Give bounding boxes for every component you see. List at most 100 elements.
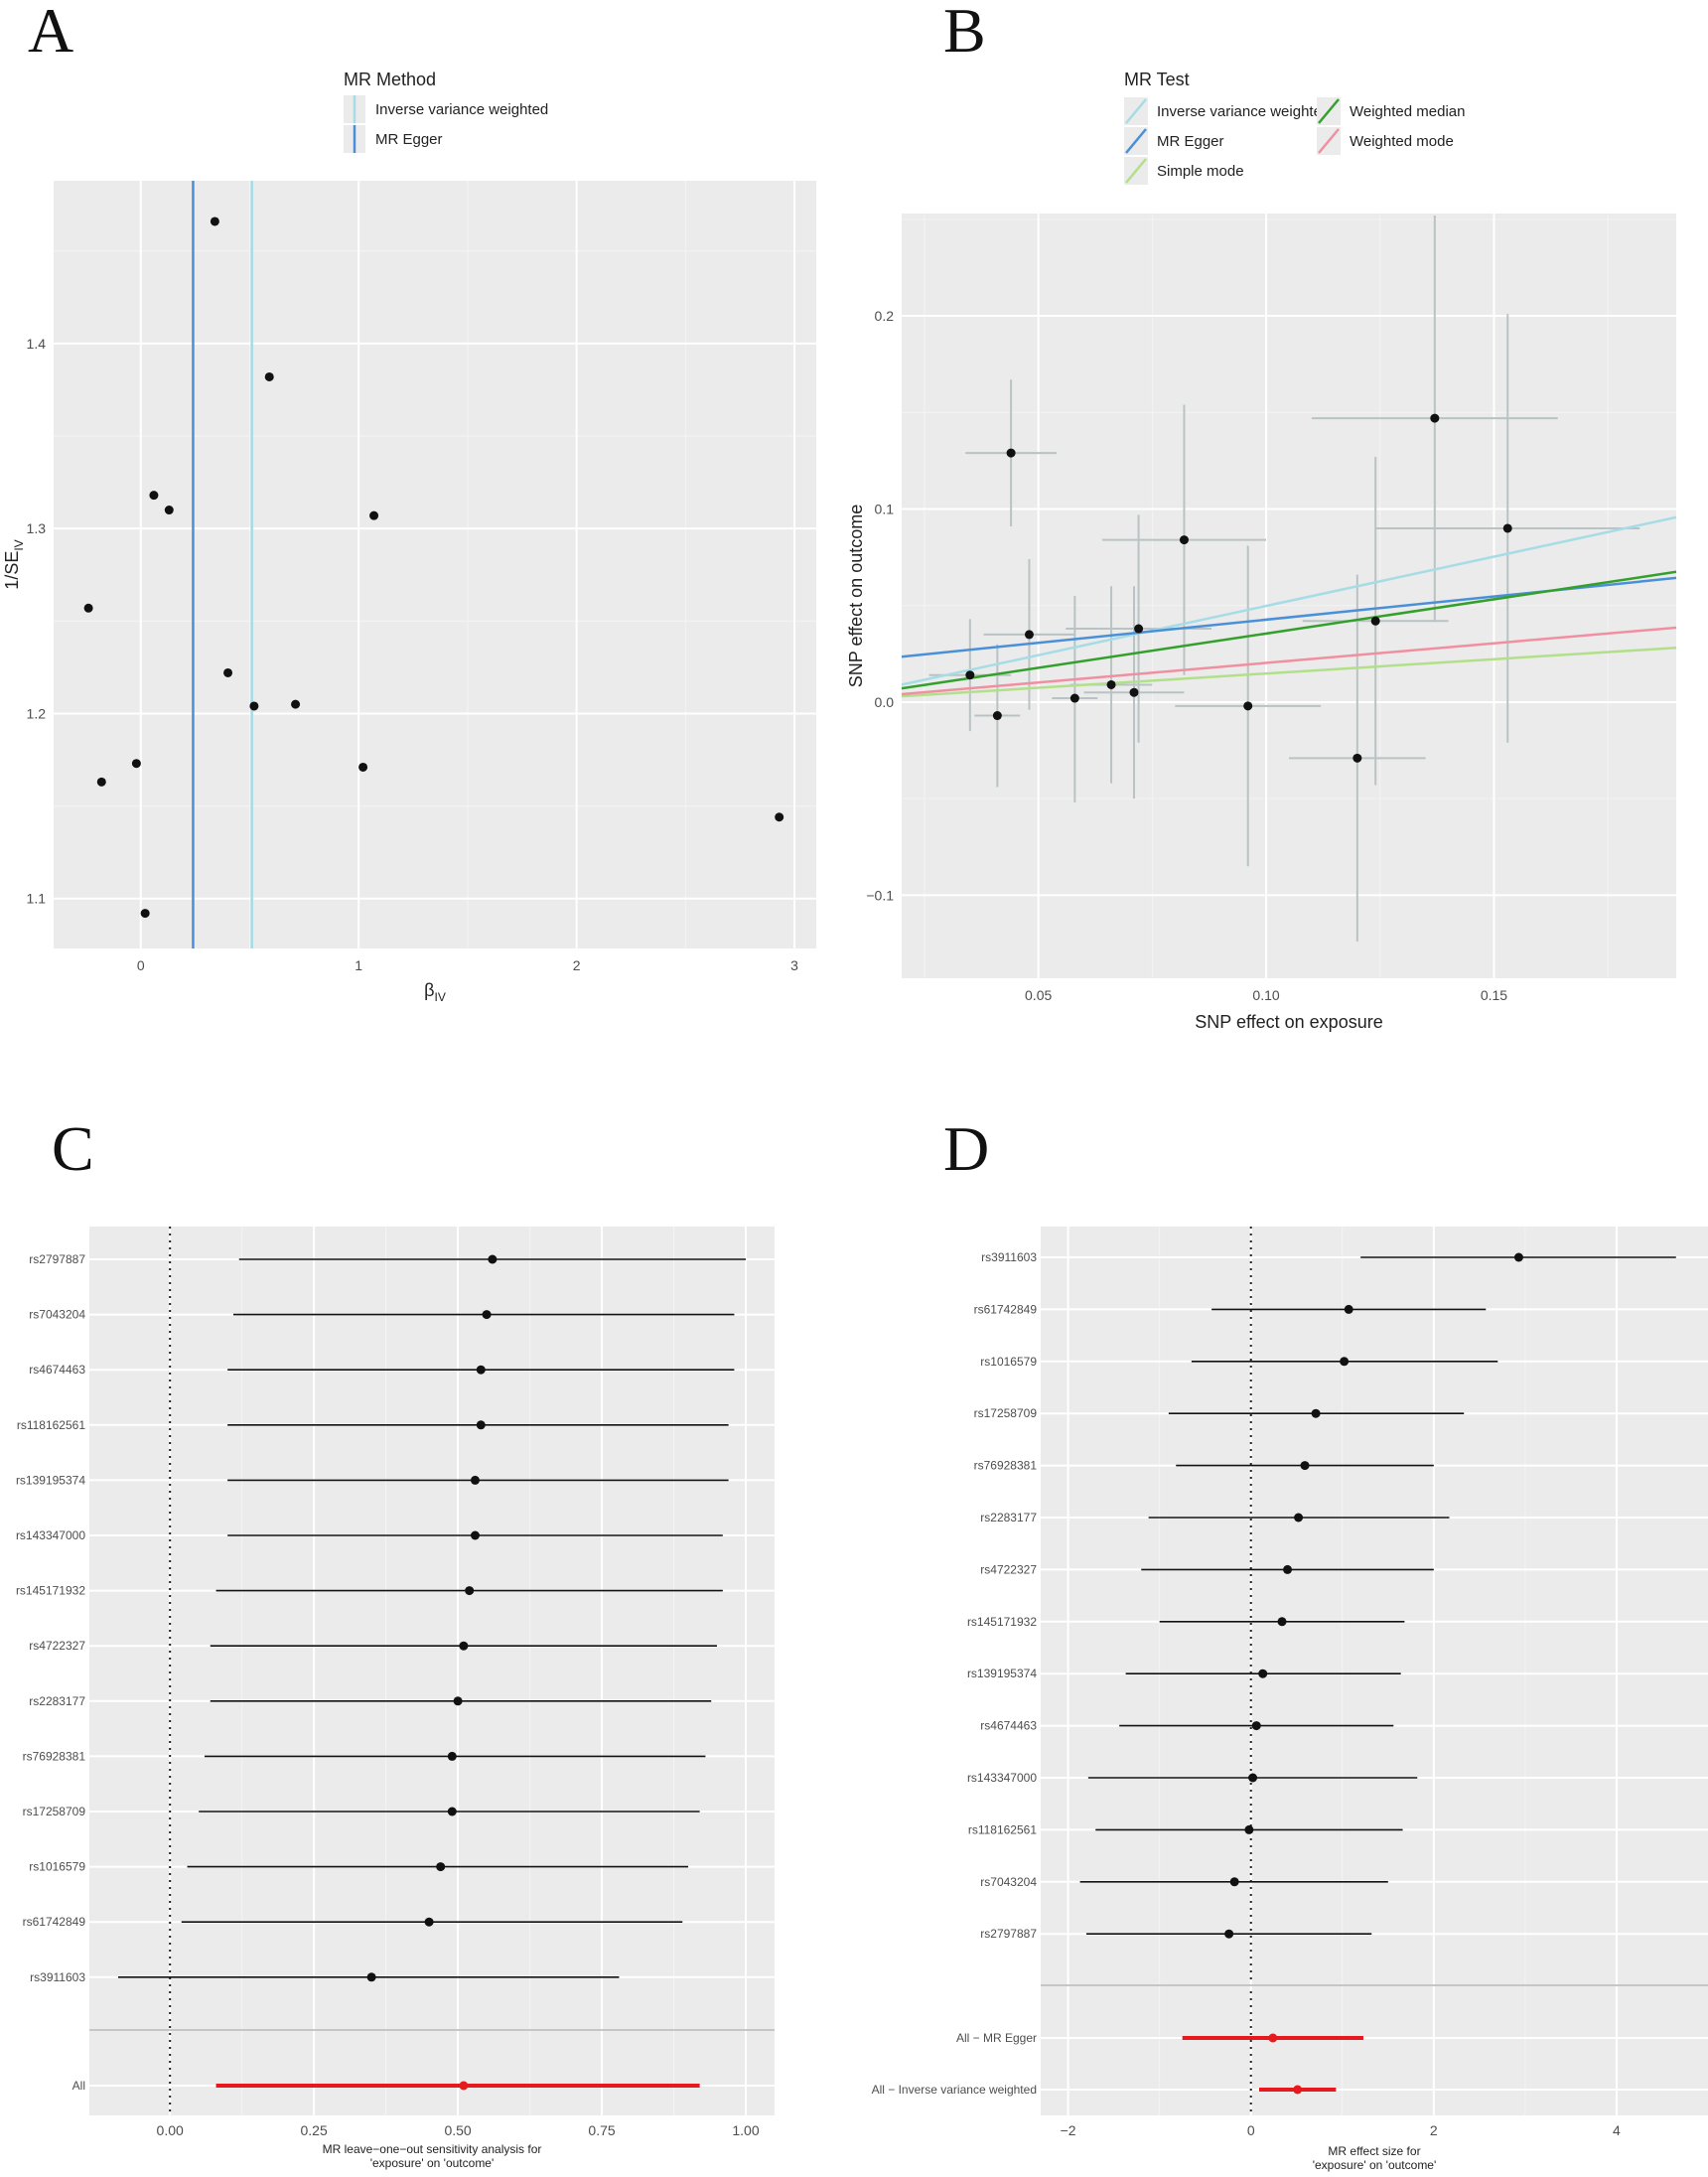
y-tick-label: 0.0 (875, 694, 895, 710)
snp-point (223, 667, 233, 677)
estimate-point (482, 1310, 492, 1320)
row-label: rs1016579 (29, 1860, 85, 1874)
snp-point (992, 711, 1002, 721)
row-label: rs7043204 (980, 1875, 1037, 1889)
y-tick-label: −0.1 (866, 887, 894, 903)
legend-label: MR Egger (375, 131, 443, 148)
estimate-point (447, 1807, 457, 1816)
x-tick-label: 0.05 (1025, 987, 1052, 1003)
snp-point (1352, 753, 1362, 763)
legend-key (1125, 128, 1147, 154)
line-ivw (902, 515, 1676, 686)
plot-background (89, 1227, 775, 2115)
row-label: rs76928381 (23, 1749, 86, 1763)
legend-key (1125, 98, 1147, 124)
estimate-point (453, 1696, 463, 1706)
panel-letter-d: D (943, 1113, 989, 1184)
legend-label: Inverse variance weighted (1157, 103, 1330, 120)
snp-point (1024, 630, 1034, 640)
estimate-point (1258, 1669, 1268, 1678)
x-tick-label: 0 (137, 957, 145, 973)
legend-key (1318, 98, 1340, 124)
snp-point (249, 701, 259, 711)
legend-label: Weighted median (1350, 103, 1465, 120)
snp-point (140, 909, 150, 919)
estimate-point (465, 1586, 475, 1596)
legend-label: Inverse variance weighted (375, 101, 548, 118)
line-simple-mode (902, 647, 1676, 698)
row-label: rs2283177 (980, 1511, 1037, 1524)
y-tick-label: 1.1 (27, 891, 47, 907)
row-label: rs3911603 (30, 1970, 85, 1984)
row-label: rs139195374 (967, 1667, 1037, 1680)
x-tick-label: 0.15 (1481, 987, 1507, 1003)
x-axis-subtitle: 'exposure' on 'outcome' (370, 2156, 495, 2170)
x-axis-title: MR effect size for (1328, 2144, 1420, 2158)
estimate-point (476, 1420, 486, 1430)
estimate-point (476, 1365, 486, 1375)
row-label: rs118162561 (17, 1418, 85, 1432)
y-axis-title-sub: IV (12, 539, 26, 550)
plot-background (54, 181, 816, 948)
row-label: rs17258709 (974, 1406, 1038, 1420)
estimate-point (470, 1475, 480, 1485)
panel-d-forest-plot: −2 0 2 4 rs3911603 rs61742849 rs1016579 rs17258… (872, 1227, 1708, 2172)
row-label: rs4674463 (980, 1719, 1037, 1733)
line-weighted-mode (902, 626, 1676, 696)
snp-point (1243, 701, 1253, 711)
y-axis-title-main: 1/SE (2, 551, 22, 590)
row-label: rs2283177 (29, 1694, 85, 1708)
estimate-point (366, 1972, 376, 1982)
x-tick-label: 1 (355, 957, 362, 973)
legend-key (1318, 128, 1340, 154)
y-tick-label: 0.1 (875, 502, 895, 517)
snp-point (1502, 523, 1512, 533)
estimate-point (1340, 1357, 1350, 1367)
summary-label: All − Inverse variance weighted (872, 2083, 1037, 2097)
legend-title: MR Test (1124, 70, 1190, 89)
row-label: rs61742849 (974, 1302, 1038, 1316)
x-tick-label: 0.75 (588, 2122, 615, 2138)
x-tick-label: 0 (1247, 2122, 1255, 2138)
row-label: rs1016579 (980, 1355, 1037, 1369)
row-label: rs3911603 (981, 1250, 1037, 1264)
panel-letter-a: A (28, 0, 73, 66)
estimate-point (1244, 1824, 1254, 1834)
legend-label: Simple mode (1157, 163, 1244, 180)
x-tick-label: 0.10 (1252, 987, 1279, 1003)
legend-label: Weighted mode (1350, 133, 1454, 150)
plot-background (902, 214, 1676, 978)
summary-label: All (72, 2079, 85, 2093)
panel-letter-b: B (943, 0, 986, 66)
row-label: rs143347000 (967, 1771, 1037, 1785)
snp-point (83, 603, 93, 613)
snp-point (1134, 624, 1144, 634)
panel-letter-c: C (52, 1113, 94, 1184)
y-axis-title: SNP effect on outcome (846, 505, 866, 687)
snp-point (1179, 535, 1189, 545)
x-axis-title: MR leave−one−out sensitivity analysis fo… (323, 2142, 542, 2156)
summary-point (1293, 2085, 1303, 2095)
snp-point (358, 762, 368, 772)
y-tick-label: 0.2 (875, 308, 895, 324)
row-label: rs118162561 (968, 1822, 1037, 1836)
row-label: rs76928381 (974, 1459, 1038, 1473)
snp-point (96, 777, 106, 787)
snp-point (131, 759, 141, 769)
snp-point (264, 371, 274, 381)
snp-point (1370, 616, 1380, 626)
legend-key (1125, 158, 1147, 184)
estimate-point (459, 1641, 469, 1651)
snp-point (1106, 679, 1116, 689)
x-tick-label: 0.00 (157, 2122, 184, 2138)
snp-point (1069, 693, 1079, 703)
row-label: rs4722327 (29, 1639, 85, 1653)
estimate-point (1251, 1721, 1261, 1731)
row-label: rs145171932 (16, 1584, 85, 1598)
y-axis-title: 1/SEIV (2, 539, 26, 589)
legend-title: MR Method (344, 70, 436, 89)
x-axis-subtitle: 'exposure' on 'outcome' (1313, 2158, 1437, 2172)
summary-label: All − MR Egger (956, 2031, 1037, 2045)
